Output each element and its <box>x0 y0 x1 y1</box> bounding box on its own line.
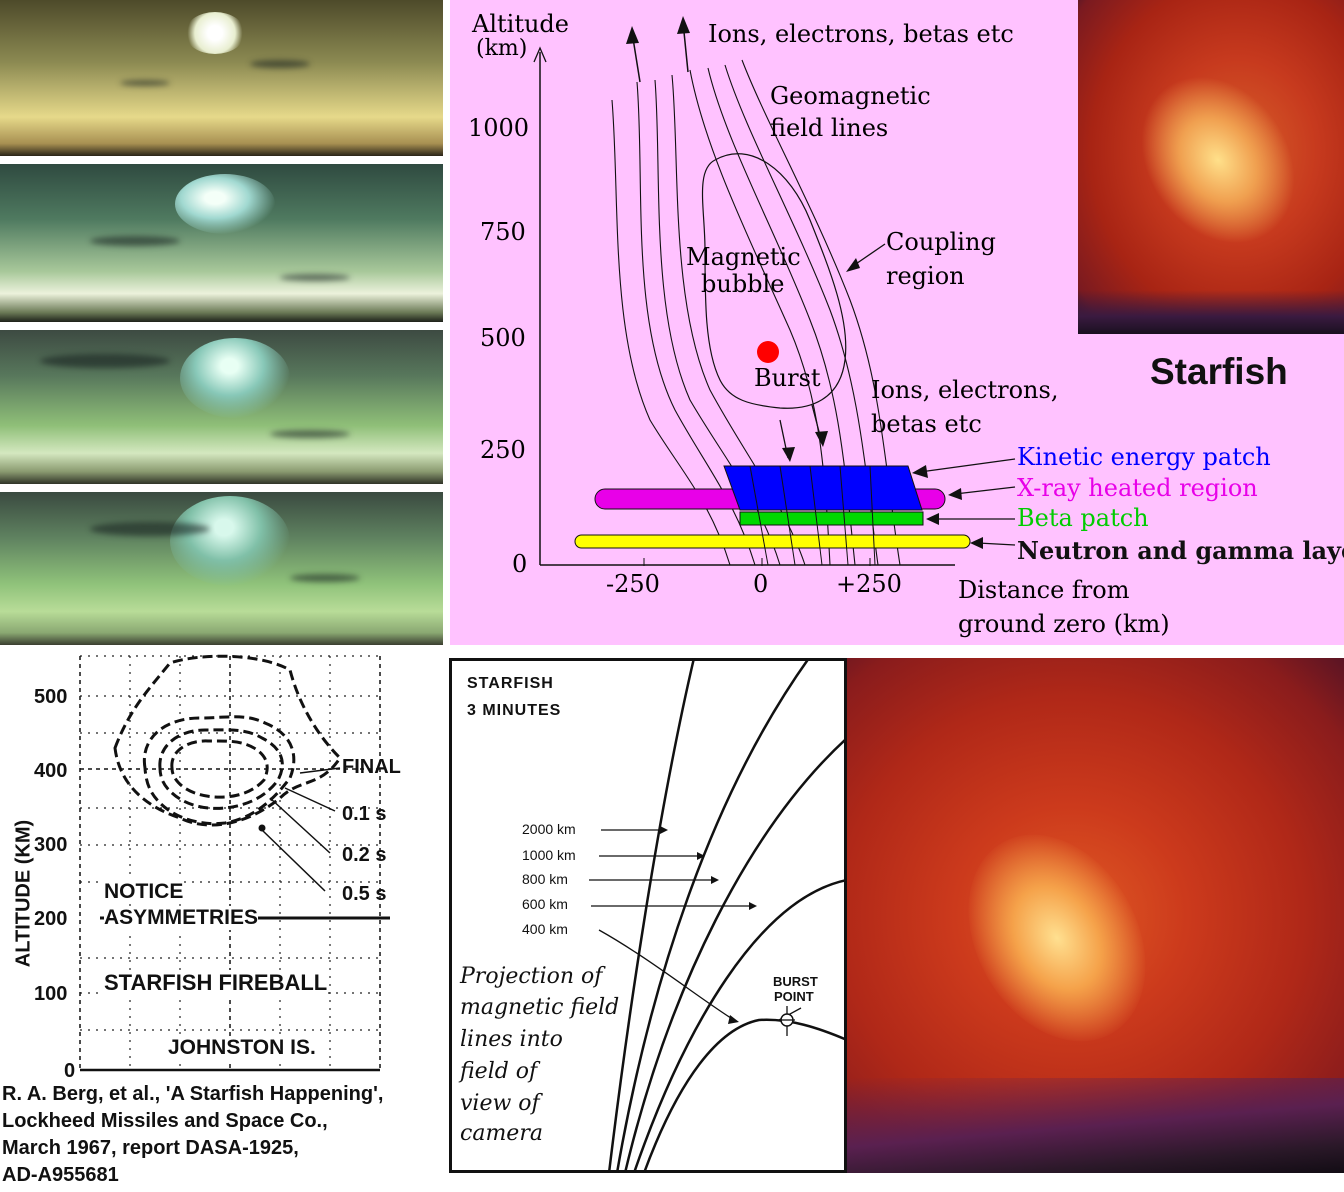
citation-line-4: AD-A955681 <box>2 1164 119 1186</box>
fireball-y-tick-500: 500 <box>34 686 68 708</box>
sky-photo-2 <box>0 164 443 322</box>
burst-label: Burst <box>754 364 821 392</box>
y-axis-unit: (km) <box>476 36 528 61</box>
projection-title-1: STARFISH <box>467 675 554 692</box>
x-axis-label-1: Distance from <box>958 576 1130 604</box>
x-tick-0: 0 <box>753 570 769 598</box>
contour-0-1s <box>170 739 269 799</box>
neutron-gamma-layer <box>574 534 971 549</box>
field-label-800km: 800 km <box>522 871 568 887</box>
top-particles-label: Ions, electrons, betas etc <box>708 20 1014 48</box>
projection-caption-1: Projection of <box>460 964 603 989</box>
legend-x-ray-heated-region: X-ray heated region <box>1017 474 1258 502</box>
ions-label-1: Ions, electrons, <box>871 376 1059 404</box>
kinetic-energy-patch <box>723 465 923 511</box>
burst-point-label-1: BURST <box>773 974 818 989</box>
fireball-y-tick-300: 300 <box>34 834 68 856</box>
fireball-plot-graphics <box>79 654 390 1072</box>
label-0-1s: 0.1 s <box>342 803 387 825</box>
fireball-y-tick-100: 100 <box>34 983 68 1005</box>
beta-patch <box>739 511 924 526</box>
label-0-5s: 0.5 s <box>342 883 387 905</box>
citation-line-3: March 1967, report DASA-1925, <box>2 1137 299 1159</box>
y-tick-750: 750 <box>480 218 526 246</box>
field-label-2000km: 2000 km <box>522 821 576 837</box>
geomagnetic-label-2: field lines <box>770 114 889 142</box>
legend-kinetic-energy-patch: Kinetic energy patch <box>1017 443 1271 471</box>
aurora-photo-top <box>1078 0 1344 334</box>
projection-caption-2: magnetic field <box>460 995 620 1020</box>
y-tick-500: 500 <box>480 324 526 352</box>
projection-caption-5: view of <box>460 1091 540 1116</box>
burst-point-label-2: POINT <box>774 989 814 1004</box>
ions-label-2: betas etc <box>871 410 982 438</box>
fireball-title: STARFISH FIREBALL <box>104 970 328 996</box>
contour-0-2s <box>158 728 284 810</box>
legend-neutron-gamma-layer: Neutron and gamma layer <box>1017 536 1344 565</box>
burst-point-marker <box>757 341 779 363</box>
aurora-photo-bottom <box>847 658 1344 1173</box>
bubble-label-2: bubble <box>701 270 785 298</box>
fireball-y-tick-400: 400 <box>34 760 68 782</box>
field-label-400km: 400 km <box>522 921 568 937</box>
bubble-label-1: Magnetic <box>686 243 801 271</box>
geomagnetic-label-1: Geomagnetic <box>770 82 931 110</box>
sky-photo-3 <box>0 330 443 484</box>
fireball-location: JOHNSTON IS. <box>168 1036 316 1060</box>
sky-photo-sequence <box>0 0 444 645</box>
y-tick-250: 250 <box>480 436 526 464</box>
diagram-legend-area <box>1078 334 1344 645</box>
x-tick-neg250: -250 <box>606 570 660 598</box>
projection-caption-4: field of <box>460 1059 538 1084</box>
citation-line-1: R. A. Berg, et al., 'A Starfish Happenin… <box>2 1083 384 1105</box>
projection-graphics <box>589 658 847 1173</box>
x-axis-label-2: ground zero (km) <box>958 610 1170 638</box>
legend-beta-patch: Beta patch <box>1017 504 1149 532</box>
fireball-y-tick-200: 200 <box>34 908 68 930</box>
coupling-label-1: Coupling <box>886 228 996 256</box>
sky-photo-1 <box>0 0 443 156</box>
notice-label-1: NOTICE <box>104 880 184 904</box>
contour-final <box>113 654 342 827</box>
y-axis-label: Altitude <box>472 10 569 38</box>
field-label-1000km: 1000 km <box>522 847 576 863</box>
starfish-title: Starfish <box>1150 351 1288 392</box>
label-final: FINAL <box>342 756 401 778</box>
fireball-y-axis-label: ALTITUDE (KM) <box>12 819 35 968</box>
diagram-graphics <box>533 16 1016 566</box>
projection-caption-6: camera <box>460 1121 543 1146</box>
notice-label-2: ASYMMETRIES <box>104 906 259 930</box>
projection-title-2: 3 MINUTES <box>467 702 562 719</box>
y-tick-1000: 1000 <box>468 114 530 142</box>
coupling-label-2: region <box>886 262 965 290</box>
y-tick-0: 0 <box>512 550 528 578</box>
magnetic-bubble-outline <box>701 153 847 409</box>
label-0-2s: 0.2 s <box>342 844 387 866</box>
sky-photo-4 <box>0 492 443 645</box>
citation-line-2: Lockheed Missiles and Space Co., <box>2 1110 328 1132</box>
field-label-600km: 600 km <box>522 896 568 912</box>
fireball-y-tick-0: 0 <box>64 1060 76 1082</box>
projection-caption-3: lines into <box>460 1027 563 1052</box>
x-tick-pos250: +250 <box>836 570 902 598</box>
